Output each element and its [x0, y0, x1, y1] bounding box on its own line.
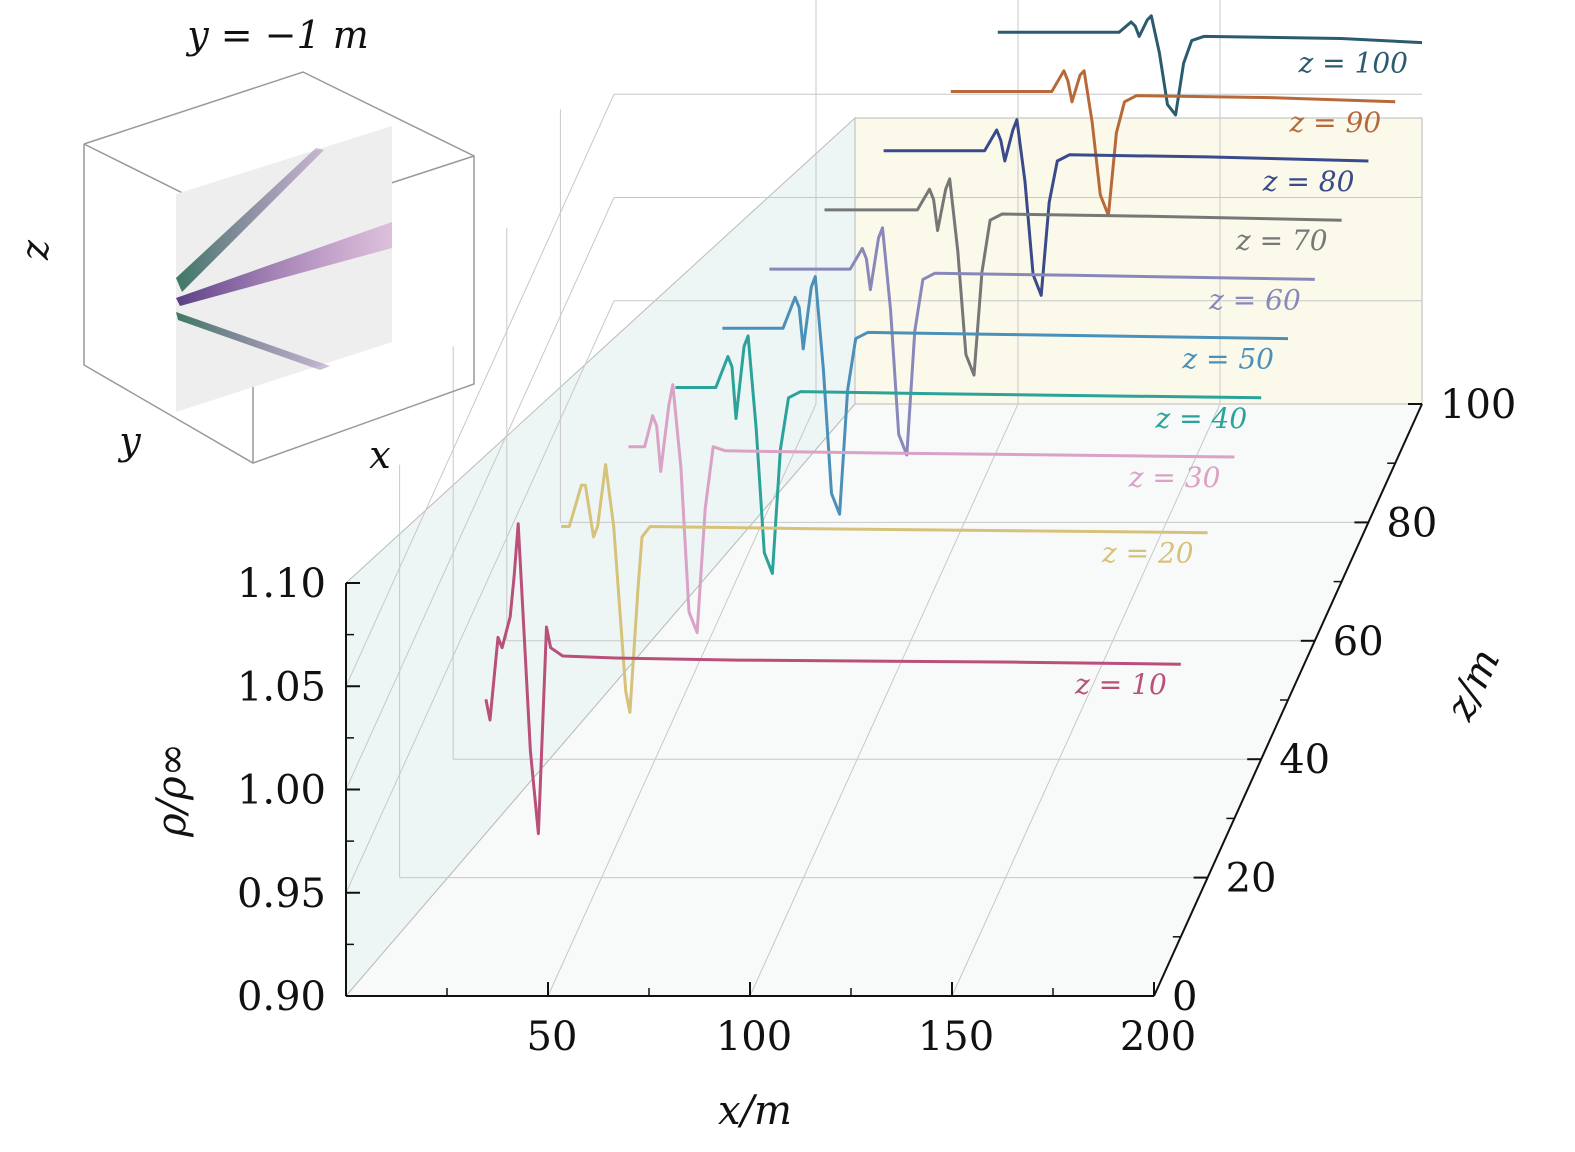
z-tick-label: 20	[1226, 856, 1277, 902]
series-label: z = 60	[1208, 283, 1301, 316]
series-label: z = 10	[1074, 668, 1167, 701]
y-tick-label: 1.05	[237, 664, 326, 710]
series-line	[769, 226, 1315, 457]
series-line	[561, 463, 1208, 714]
floor-grid-x	[951, 403, 1221, 997]
y-tick-label: 1.00	[237, 768, 326, 814]
series-line	[722, 275, 1289, 516]
z-tick-label: 60	[1333, 619, 1384, 665]
series-line	[628, 383, 1235, 635]
z-axis-label: z/m	[1437, 642, 1510, 728]
x-tick-label: 100	[716, 1014, 792, 1060]
ticks	[346, 403, 1422, 997]
floor-grid-x	[749, 403, 1019, 997]
wall-grid-y	[345, 94, 615, 687]
inset-x-label: x	[369, 433, 390, 477]
y-tick-label: 0.90	[237, 974, 326, 1020]
inset-plot: y = −1 m z y x	[13, 13, 475, 477]
inset-wave-upper	[176, 148, 324, 292]
x-tick-label: 50	[527, 1014, 578, 1060]
y-tick-label: 0.95	[237, 871, 326, 917]
tick-labels: 50 100 150 200 0.90 0.95 1.00 1.05 1.10 0 20 40 60 80…	[237, 382, 1516, 1060]
wall-grid-y	[345, 300, 615, 893]
y-tick-label: 1.10	[237, 561, 326, 607]
series-label: z = 80	[1262, 165, 1355, 198]
series-line	[997, 14, 1423, 117]
inset-z-label: z	[13, 239, 57, 261]
z-tick-label: 0	[1172, 974, 1197, 1020]
z-tick-label: 80	[1386, 500, 1437, 546]
inset-wave-middle	[176, 222, 392, 306]
series-line	[675, 334, 1262, 575]
series-label: z = 50	[1181, 343, 1274, 376]
floor-grid-x	[547, 403, 817, 997]
inset-wave-lower	[176, 312, 330, 370]
series-label: z = 20	[1101, 537, 1194, 570]
series-line	[824, 177, 1342, 377]
series-line	[484, 522, 1181, 836]
series-line	[950, 69, 1396, 217]
y-axis-label: ρ/ρ∞	[149, 743, 195, 838]
series-lines	[484, 14, 1423, 836]
series-label: z = 30	[1128, 461, 1221, 494]
x-axis-label: x/m	[718, 1088, 792, 1134]
series-line	[883, 118, 1369, 297]
wall-grid-y	[345, 197, 615, 790]
series-label: z = 100	[1298, 47, 1408, 80]
series-labels: z = 100 z = 90 z = 80 z = 70 z = 60 z = 50 z =…	[1074, 47, 1408, 702]
x-tick-label: 150	[918, 1014, 994, 1060]
grid-lines	[345, 0, 1422, 997]
series-label: z = 40	[1155, 402, 1248, 435]
x-tick-label: 200	[1120, 1014, 1196, 1060]
inset-box-back	[83, 71, 475, 464]
z-tick-label: 100	[1440, 382, 1516, 428]
z-tick-label: 40	[1279, 737, 1330, 783]
series-label: z = 70	[1235, 224, 1328, 257]
inset-y-label: y	[117, 419, 141, 463]
inset-title: y = −1 m	[185, 13, 369, 57]
series-label: z = 90	[1289, 106, 1382, 139]
